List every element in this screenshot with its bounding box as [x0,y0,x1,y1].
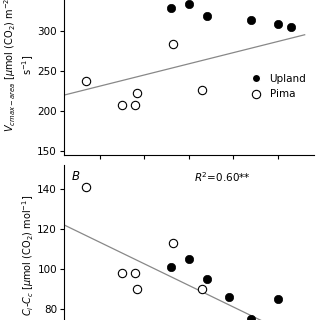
Point [226,295,231,300]
Legend: Upland, Pima: Upland, Pima [244,72,308,101]
Point [204,14,209,19]
Point [133,102,138,107]
Text: B: B [71,170,79,183]
Point [186,257,191,262]
Y-axis label: $C_i$-$C_c$ [$\mu$mol (CO$_2$) mol$^{-1}$]: $C_i$-$C_c$ [$\mu$mol (CO$_2$) mol$^{-1}… [20,194,36,316]
Point [186,2,191,7]
Point [200,287,205,292]
Point [119,271,124,276]
Point [168,6,173,11]
Point [134,90,140,95]
Point [170,42,175,47]
Point [119,102,124,107]
Point [134,287,140,292]
Text: $R^2$=0.60**: $R^2$=0.60** [194,170,251,184]
Point [204,277,209,282]
Point [200,88,205,93]
Point [289,24,294,29]
Point [249,18,254,23]
Point [133,271,138,276]
Point [170,240,175,245]
Point [168,265,173,270]
Point [276,297,281,302]
Point [249,317,254,320]
Y-axis label: $V_{cmax-area}$ [$\mu$mol (CO$_2$) m$^{-2}$
s$^{-1}$]: $V_{cmax-area}$ [$\mu$mol (CO$_2$) m$^{-… [2,0,36,132]
Point [276,22,281,27]
Point [84,79,89,84]
Point [84,184,89,189]
